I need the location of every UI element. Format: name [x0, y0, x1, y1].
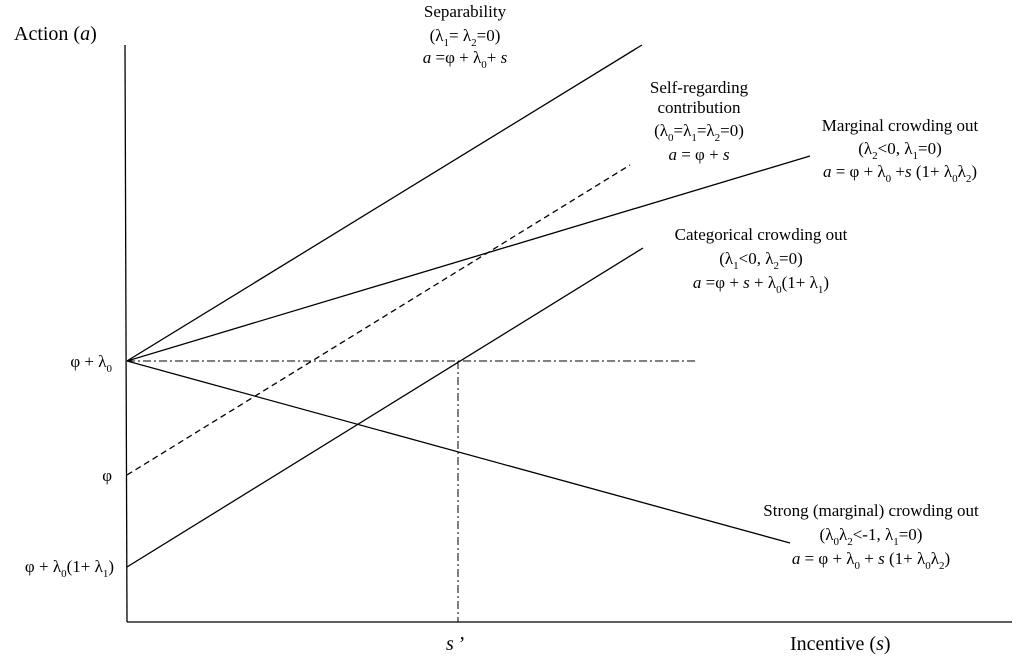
categorical-crowding-out-line [126, 247, 644, 568]
separability-equation: a =φ + λ0+ s [423, 48, 508, 71]
marginal-crowding-out-line [126, 155, 811, 362]
y-axis-title: Action (a) [14, 23, 97, 45]
strong-title: Strong (marginal) crowding out [763, 501, 979, 520]
self-regarding-equation: a = φ + s [668, 145, 730, 164]
y-tick-phi-lambda0: φ + λ0 [70, 352, 112, 375]
separability-condition: (λ1= λ2=0) [430, 26, 501, 49]
categorical-title: Categorical crowding out [675, 225, 848, 244]
self-regarding-line [126, 164, 631, 476]
x-axis-title: Incentive (s) [790, 633, 891, 655]
separability-label: Separability (λ1= λ2=0) a =φ + λ0+ s [423, 2, 508, 71]
self-regarding-title-1: Self-regarding [650, 78, 749, 97]
strong-crowding-out-line [126, 360, 791, 544]
separability-title: Separability [424, 2, 507, 21]
marginal-condition: (λ2<0, λ1=0) [858, 139, 942, 162]
marginal-equation: a = φ + λ0 +s (1+ λ0λ2) [823, 162, 977, 185]
y-tick-phi-lambda0-lambda1: φ + λ0(1+ λ1) [25, 557, 114, 580]
strong-condition: (λ0λ2<-1, λ1=0) [820, 525, 923, 548]
categorical-condition: (λ1<0, λ2=0) [719, 249, 803, 272]
marginal-title: Marginal crowding out [822, 116, 979, 135]
strong-equation: a = φ + λ0 + s (1+ λ0λ2) [792, 549, 950, 572]
marginal-crowding-out-label: Marginal crowding out (λ2<0, λ1=0) a = φ… [822, 116, 979, 185]
separability-line [126, 44, 643, 362]
y-tick-phi: φ [102, 466, 112, 485]
self-regarding-title-2: contribution [657, 98, 741, 117]
categorical-crowding-out-label: Categorical crowding out (λ1<0, λ2=0) a … [675, 225, 848, 296]
y-axis [124, 44, 128, 623]
strong-crowding-out-label: Strong (marginal) crowding out (λ0λ2<-1,… [763, 501, 979, 572]
self-regarding-label: Self-regarding contribution (λ0=λ1=λ2=0)… [650, 78, 749, 164]
self-regarding-condition: (λ0=λ1=λ2=0) [654, 121, 744, 144]
x-tick-s-prime: s ’ [446, 633, 465, 655]
categorical-equation: a =φ + s + λ0(1+ λ1) [693, 273, 829, 296]
